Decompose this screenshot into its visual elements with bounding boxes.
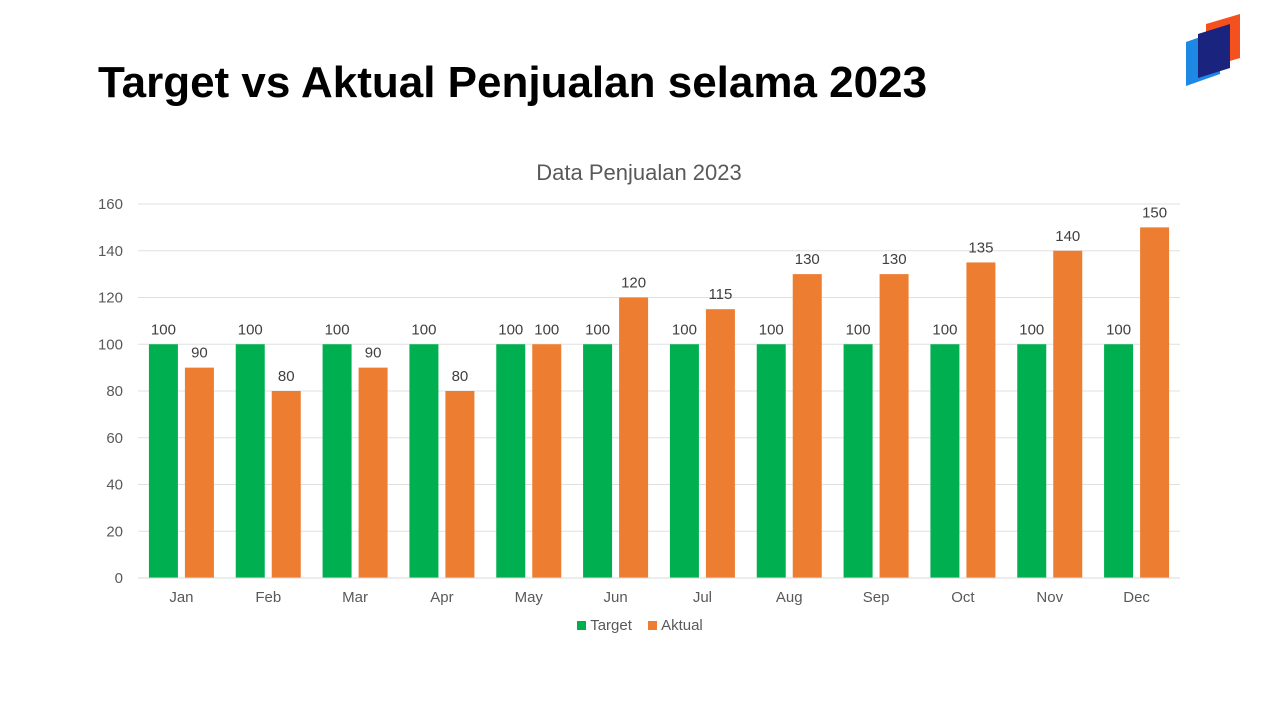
chart-title: Data Penjualan 2023 [536,160,742,185]
data-label-target: 100 [325,321,350,338]
x-axis-ticks: Jan Feb Mar Apr May Jun Jul Aug Sep Oct Nov Dec [169,589,1150,606]
bar-target [930,344,960,578]
bar-aktual [966,262,996,578]
bar-target [496,344,526,578]
legend-label-aktual: Aktual [661,617,703,634]
bars [148,227,1170,578]
bar-target [322,344,352,578]
x-tick-label: Jan [169,589,193,606]
x-tick-label: Apr [430,589,453,606]
x-tick-label: Mar [342,589,368,606]
y-tick-label: 120 [98,290,123,307]
y-tick-label: 160 [98,196,123,213]
data-label-target: 100 [846,321,871,338]
bar-target [1017,344,1047,578]
bar-target [843,344,873,578]
data-label-target: 100 [238,321,263,338]
data-label-target: 100 [585,321,610,338]
data-label-target: 100 [1106,321,1131,338]
bar-target [756,344,786,578]
y-tick-label: 40 [106,477,123,494]
data-label-aktual: 150 [1142,204,1167,221]
x-tick-label: Jun [603,589,627,606]
x-tick-label: Sep [863,589,890,606]
bar-target [409,344,439,578]
data-label-target: 100 [932,321,957,338]
data-label-target: 100 [411,321,436,338]
bar-aktual [619,297,649,578]
data-label-aktual: 80 [452,368,469,385]
x-tick-label: Oct [951,589,975,606]
y-tick-label: 100 [98,336,123,353]
bar-aktual [358,367,388,578]
data-label-aktual: 90 [191,345,208,362]
bar-aktual [1053,250,1083,578]
bar-aktual [445,391,475,578]
x-tick-label: Jul [693,589,712,606]
legend-item-aktual: Aktual [648,617,703,634]
bar-target [583,344,613,578]
data-label-target: 100 [759,321,784,338]
bar-aktual [1140,227,1170,578]
bar-target [669,344,699,578]
x-tick-label: May [515,589,544,606]
bar-aktual [879,274,909,578]
y-axis-ticks: 0 20 40 60 80 100 120 140 160 [98,196,123,587]
legend-swatch-aktual [648,621,658,630]
bar-target [148,344,178,578]
data-label-target: 100 [672,321,697,338]
data-label-aktual: 130 [795,251,820,268]
bar-aktual [705,309,735,578]
data-label-aktual: 115 [708,286,732,303]
data-label-target: 100 [1019,321,1044,338]
data-label-aktual: 120 [621,275,646,292]
stacked-pages-logo-icon [1186,14,1240,86]
data-labels: 100 90 100 80 100 90 100 80 100 100 100 120 100 115 10… [151,204,1167,385]
data-label-aktual: 130 [882,251,907,268]
x-tick-label: Nov [1036,589,1063,606]
legend-label-target: Target [590,617,632,634]
legend-swatch-target [577,621,587,630]
legend-item-target: Target [577,617,632,634]
data-label-target: 100 [151,321,176,338]
x-tick-label: Aug [776,589,803,606]
bar-target [1104,344,1134,578]
data-label-aktual: 90 [365,345,382,362]
slide-title: Target vs Aktual Penjualan selama 2023 [98,58,928,107]
bar-aktual [792,274,822,578]
bar-aktual [184,367,214,578]
data-label-aktual: 140 [1055,228,1080,245]
bar-target [235,344,265,578]
y-tick-label: 140 [98,243,123,260]
gridlines [138,203,1180,532]
data-label-aktual: 135 [968,239,993,256]
x-tick-label: Feb [255,589,281,606]
chart-legend: Target Aktual [0,617,1280,634]
y-tick-label: 0 [115,570,123,587]
y-tick-label: 20 [106,523,123,540]
data-label-aktual: 100 [534,321,559,338]
y-tick-label: 80 [106,383,123,400]
y-tick-label: 60 [106,430,123,447]
x-tick-label: Dec [1123,589,1150,606]
data-label-aktual: 80 [278,368,295,385]
data-label-target: 100 [498,321,523,338]
bar-aktual [271,391,301,578]
bar-aktual [532,344,562,578]
